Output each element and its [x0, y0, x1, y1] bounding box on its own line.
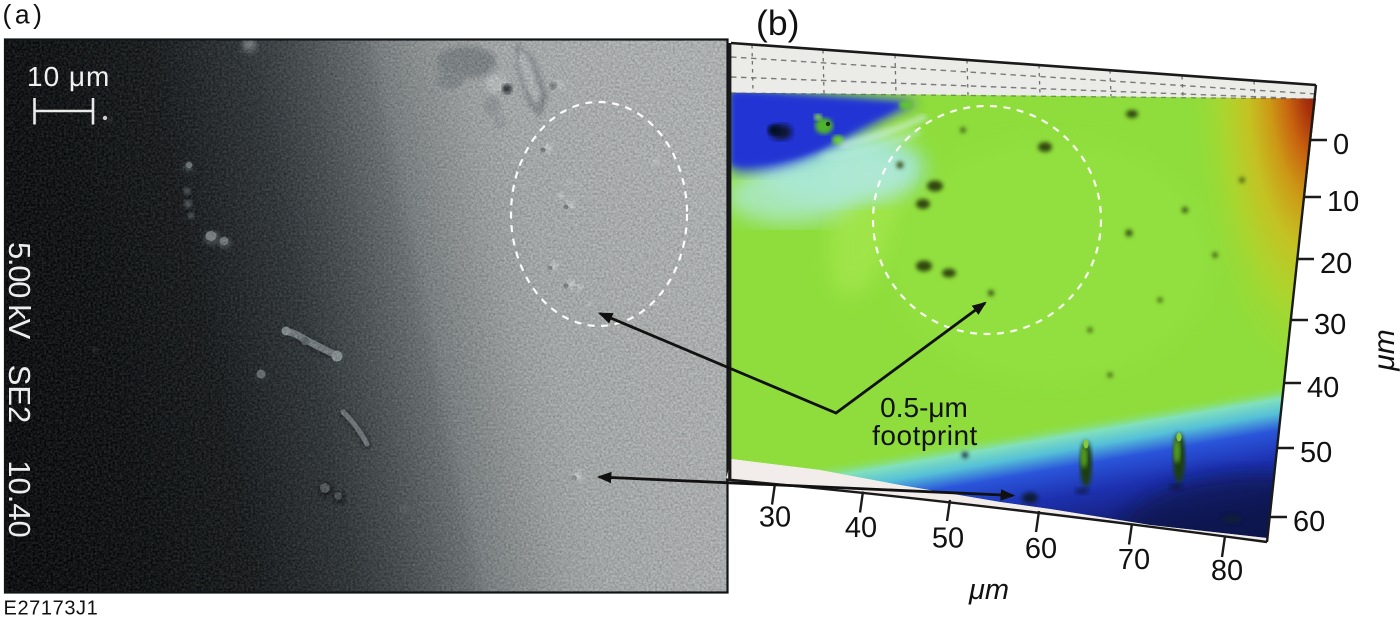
svg-text:(a): (a) — [3, 0, 46, 30]
svg-text:0.5-μm: 0.5-μm — [880, 392, 968, 423]
svg-text:10.40: 10.40 — [2, 460, 37, 538]
svg-text:μm: μm — [968, 574, 1009, 606]
svg-text:footprint: footprint — [872, 420, 978, 451]
svg-text:10 μm: 10 μm — [27, 61, 110, 92]
svg-text:30: 30 — [1314, 309, 1346, 341]
svg-text:5.00 kV: 5.00 kV — [2, 242, 37, 340]
svg-text:μm: μm — [1368, 329, 1400, 371]
svg-text:SE2: SE2 — [2, 365, 37, 424]
svg-text:40: 40 — [845, 512, 877, 544]
svg-text:70: 70 — [1118, 544, 1150, 576]
svg-text:(b): (b) — [756, 3, 799, 43]
svg-text:30: 30 — [759, 502, 791, 534]
svg-text:20: 20 — [1320, 248, 1352, 280]
svg-text:50: 50 — [1300, 437, 1332, 469]
svg-text:60: 60 — [1293, 506, 1325, 538]
svg-text:E27173J1: E27173J1 — [4, 598, 99, 620]
svg-text:60: 60 — [1025, 533, 1057, 565]
svg-text:80: 80 — [1211, 555, 1243, 587]
svg-text:0: 0 — [1333, 129, 1349, 161]
svg-text:10: 10 — [1327, 186, 1359, 218]
svg-text:50: 50 — [932, 523, 964, 555]
svg-text:40: 40 — [1307, 372, 1339, 404]
